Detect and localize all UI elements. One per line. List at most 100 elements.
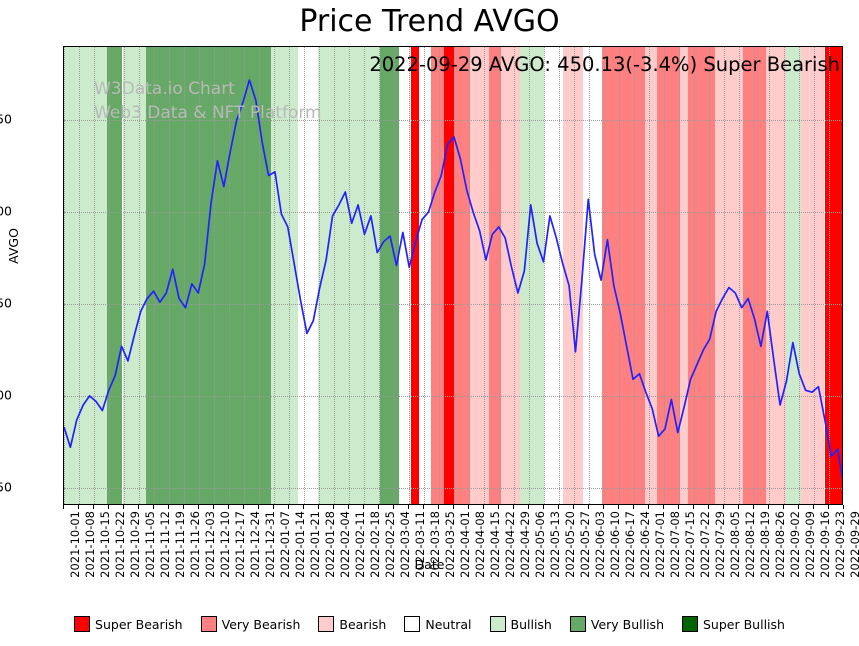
x-tick-mark <box>588 505 589 509</box>
legend-label: Neutral <box>425 616 472 632</box>
x-tick-mark <box>228 505 229 509</box>
regime-band <box>715 47 743 504</box>
regime-band <box>602 47 646 504</box>
regime-band <box>430 47 444 504</box>
x-tick-label: 2021-10-15 <box>98 511 112 578</box>
legend-item[interactable]: Super Bearish <box>74 616 183 632</box>
regime-band <box>106 47 123 504</box>
x-tick-label: 2022-08-05 <box>728 511 742 578</box>
grid-line-v <box>544 47 545 504</box>
x-tick-mark <box>558 505 559 509</box>
x-tick-label: 2021-11-05 <box>143 511 157 578</box>
grid-line-v <box>559 47 560 504</box>
grid-line-v <box>829 47 830 504</box>
legend-item[interactable]: Very Bearish <box>200 616 301 632</box>
grid-line-v <box>814 47 815 504</box>
regime-band <box>411 47 419 504</box>
x-tick-mark <box>183 505 184 509</box>
x-tick-mark <box>303 505 304 509</box>
x-tick-mark <box>258 505 259 509</box>
regime-band <box>543 47 564 504</box>
grid-line-v <box>244 47 245 504</box>
regime-band <box>298 47 318 504</box>
grid-line-v <box>664 47 665 504</box>
x-tick-label: 2022-06-03 <box>593 511 607 578</box>
regime-band <box>656 47 681 504</box>
x-tick-mark <box>828 505 829 509</box>
x-tick-mark <box>423 505 424 509</box>
grid-line-h <box>64 212 842 214</box>
regime-band <box>582 47 603 504</box>
legend-label: Super Bullish <box>703 616 785 632</box>
x-tick-label: 2022-08-19 <box>758 511 772 578</box>
x-tick-mark <box>543 505 544 509</box>
grid-line-v <box>334 47 335 504</box>
grid-line-h <box>64 395 842 397</box>
x-tick-mark <box>378 505 379 509</box>
x-tick-label: 2022-04-22 <box>503 511 517 578</box>
grid-line-h <box>64 304 842 306</box>
regime-band <box>785 47 802 504</box>
x-tick-label: 2022-02-11 <box>353 511 367 578</box>
x-tick-label: 2022-09-09 <box>803 511 817 578</box>
x-tick-label: 2022-01-28 <box>323 511 337 578</box>
x-tick-label: 2022-09-02 <box>788 511 802 578</box>
x-tick-mark <box>528 505 529 509</box>
grid-line-v <box>289 47 290 504</box>
x-tick-mark <box>678 505 679 509</box>
grid-line-v <box>574 47 575 504</box>
x-tick-mark <box>573 505 574 509</box>
grid-line-v <box>394 47 395 504</box>
x-tick-label: 2021-12-24 <box>248 511 262 578</box>
legend-label: Very Bullish <box>590 616 664 632</box>
x-tick-mark <box>408 505 409 509</box>
x-tick-mark <box>333 505 334 509</box>
grid-line-v <box>784 47 785 504</box>
legend-label: Bearish <box>339 616 387 632</box>
legend-item[interactable]: Super Bullish <box>682 616 785 632</box>
grid-line-v <box>469 47 470 504</box>
x-tick-label: 2022-01-07 <box>278 511 292 578</box>
grid-line-v <box>409 47 410 504</box>
grid-line-v <box>724 47 725 504</box>
grid-line-v <box>169 47 170 504</box>
x-tick-mark <box>663 505 664 509</box>
x-tick-mark <box>393 505 394 509</box>
grid-line-h <box>64 487 842 489</box>
x-tick-label: 2022-06-17 <box>623 511 637 578</box>
x-tick-mark <box>783 505 784 509</box>
grid-line-v <box>454 47 455 504</box>
x-tick-mark <box>708 505 709 509</box>
x-tick-label: 2022-08-26 <box>773 511 787 578</box>
legend-item[interactable]: Very Bullish <box>569 616 664 632</box>
x-tick-label: 2022-03-11 <box>413 511 427 578</box>
x-tick-label: 2022-01-14 <box>293 511 307 578</box>
x-tick-label: 2021-10-22 <box>113 511 127 578</box>
x-tick-mark <box>453 505 454 509</box>
legend-item[interactable]: Bullish <box>489 616 552 632</box>
grid-line-v <box>604 47 605 504</box>
x-tick-label: 2022-05-20 <box>563 511 577 578</box>
y-tick-label: 450 <box>0 479 12 495</box>
grid-line-v <box>154 47 155 504</box>
x-tick-mark <box>798 505 799 509</box>
x-tick-label: 2022-02-04 <box>338 511 352 578</box>
legend-item[interactable]: Bearish <box>318 616 386 632</box>
x-tick-mark <box>738 505 739 509</box>
grid-line-v <box>769 47 770 504</box>
legend-label: Very Bearish <box>221 616 301 632</box>
x-tick-label: 2022-04-15 <box>488 511 502 578</box>
legend-swatch <box>74 616 91 632</box>
x-tick-label: 2022-07-29 <box>713 511 727 578</box>
x-tick-label: 2022-03-25 <box>443 511 457 578</box>
x-axis-label: Date <box>414 557 445 572</box>
x-tick-mark <box>723 505 724 509</box>
y-axis-label: AVGO <box>6 228 21 264</box>
x-tick-mark <box>78 505 79 509</box>
x-tick-mark <box>363 505 364 509</box>
x-tick-label: 2021-12-10 <box>218 511 232 578</box>
grid-line-v <box>79 47 80 504</box>
legend-item[interactable]: Neutral <box>404 616 472 632</box>
grid-line-v <box>109 47 110 504</box>
grid-line-v <box>799 47 800 504</box>
